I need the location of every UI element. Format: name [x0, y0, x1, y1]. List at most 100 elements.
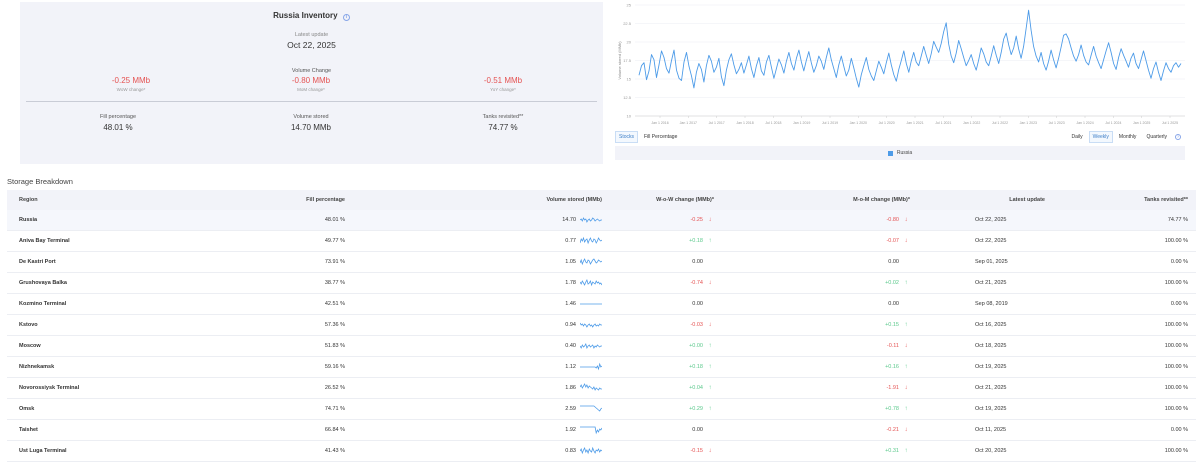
- period-daily[interactable]: Daily: [1071, 134, 1083, 140]
- fill-cell: 66.84 %: [325, 420, 345, 440]
- volume-cell: 0.94: [565, 315, 602, 335]
- header-region[interactable]: Region: [19, 197, 38, 203]
- volume-cell: 0.40: [565, 336, 602, 356]
- sparkline: [580, 446, 602, 455]
- tanks-cell-value: 100.00 %: [1164, 406, 1188, 412]
- volume-change-label: Volume Change: [291, 68, 332, 74]
- tanks-label: Tanks revisited**: [482, 114, 524, 120]
- fill-stat: Fill percentage 48.01 %: [48, 114, 188, 132]
- tab-stocks[interactable]: Stocks: [615, 131, 639, 143]
- latest-update-label: Latest update: [294, 32, 329, 38]
- table-row[interactable]: Aniva Bay Terminal 49.77 % 0.77 +0.18 ↑ -0.07…: [7, 231, 1196, 252]
- wow-cell-value: -0.15: [690, 448, 703, 454]
- arrow-down-icon: ↓: [904, 217, 908, 223]
- tanks-cell: 100.00 %: [1165, 336, 1188, 356]
- fill-cell: 59.16 %: [325, 357, 345, 377]
- table-row[interactable]: Ust Luga Terminal 41.43 % 0.83 -0.15 ↓ +0.31 ↑…: [7, 441, 1196, 462]
- arrow-down-icon: ↓: [708, 322, 712, 328]
- sparkline: [580, 342, 602, 350]
- sparkline-line: [580, 446, 602, 455]
- legend-swatch[interactable]: [887, 150, 893, 156]
- wow-cell: -0.74 ↓: [690, 273, 714, 293]
- sparkline-line: [580, 383, 602, 391]
- help-icon[interactable]: ?: [1175, 134, 1181, 140]
- region-cell: Novorossiysk Terminal: [19, 378, 79, 398]
- mom-cell: +0.31 ↑: [885, 441, 910, 461]
- arrow-up-icon: ↑: [904, 280, 908, 286]
- arrow-up-icon: ↑: [708, 385, 712, 391]
- table-row[interactable]: Moscow 51.83 % 0.40 +0.00 ↑ -0.11 ↓ Oct 18, 202…: [7, 336, 1196, 357]
- legend-label[interactable]: Russia: [896, 150, 913, 156]
- table-row[interactable]: De Kastri Port 73.91 % 1.05 0.00 0.00 Sep 01,…: [7, 252, 1196, 273]
- mom-cell: -0.07 ↓: [886, 231, 910, 251]
- fill-cell-value: 38.77 %: [324, 280, 345, 286]
- table-row[interactable]: Grushovaya Balka 38.77 % 1.78 -0.74 ↓ +0.02 ↑ O…: [7, 273, 1196, 294]
- table-body: Russia 48.01 % 14.70 -0.25 ↓ -0.80 ↓ Oct 22, 20…: [7, 210, 1196, 462]
- tanks-cell: 0.00 %: [1171, 420, 1188, 440]
- sparkline: [580, 236, 602, 245]
- fill-cell: 51.83 %: [325, 336, 345, 356]
- period-quarterly[interactable]: Quarterly: [1146, 134, 1167, 140]
- mom-cell-value: -0.80: [886, 217, 899, 223]
- wow-cell-value: 0.00: [692, 427, 703, 433]
- arrow-up-icon: ↑: [708, 343, 712, 349]
- fill-cell-value: 42.51 %: [324, 301, 345, 307]
- latest-update-cell-value: Oct 21, 2025: [975, 280, 1007, 286]
- period-monthly[interactable]: Monthly: [1118, 134, 1137, 140]
- tanks-cell-value: 0.00 %: [1170, 427, 1188, 433]
- header-volume[interactable]: Volume stored (MMb): [546, 197, 602, 203]
- x-tick-label: Jan 1 2021: [906, 121, 923, 125]
- volume-cell: 1.12: [565, 357, 602, 377]
- fill-cell: 48.01 %: [325, 210, 345, 230]
- arrow-up-icon: ↑: [904, 448, 908, 454]
- line-chart[interactable]: 10 12.5 15 17.5 20 22.5 25 Volume stored (MMb) J…: [613, 0, 1193, 130]
- arrow-down-icon: ↓: [904, 343, 908, 349]
- fill-cell: 73.91 %: [325, 252, 345, 272]
- arrow-up-icon: ↑: [904, 364, 908, 370]
- fill-cell-value: 74.71 %: [324, 406, 345, 412]
- mom-cell-value: -1.91: [886, 385, 899, 391]
- latest-update-cell: Oct 21, 2025: [975, 273, 1007, 293]
- tab-fill-percentage[interactable]: Fill Percentage: [644, 134, 678, 140]
- info-icon[interactable]: i: [342, 14, 350, 21]
- arrow-down-icon: ↓: [708, 217, 712, 223]
- latest-update-cell-value: Sep 08, 2019: [975, 301, 1008, 307]
- arrow-up-icon: ↑: [708, 406, 712, 412]
- region-cell-value: Moscow: [19, 343, 41, 349]
- mom-metric: -0.80 MMb MoM change*: [251, 76, 371, 92]
- wow-cell: 0.00: [692, 294, 714, 314]
- period-weekly[interactable]: Weekly: [1088, 131, 1113, 143]
- table-header: Region Fill percentage Volume stored (MM…: [7, 190, 1196, 210]
- volume-cell-value: 1.12: [565, 364, 576, 370]
- sparkline-line: [580, 342, 602, 350]
- arrow-up-icon: ↑: [708, 238, 712, 244]
- volume-cell-value: 0.94: [565, 322, 576, 328]
- tanks-cell-value: 100.00 %: [1164, 343, 1188, 349]
- region-cell-value: Russia: [19, 217, 38, 223]
- yoy-value: -0.51 MMb: [483, 76, 523, 85]
- header-mom[interactable]: M-o-M change (MMb)*: [853, 197, 910, 203]
- mom-cell: +0.02 ↑: [885, 273, 910, 293]
- x-tick-label: Jul 1 2017: [709, 121, 725, 125]
- table-row[interactable]: Kstovo 57.36 % 0.94 -0.03 ↓ +0.15 ↑ Oct 16, 202…: [7, 315, 1196, 336]
- volume-cell: 1.46: [565, 294, 602, 314]
- fill-cell: 57.36 %: [325, 315, 345, 335]
- table-row[interactable]: Russia 48.01 % 14.70 -0.25 ↓ -0.80 ↓ Oct 22, 20…: [7, 210, 1196, 231]
- table-row[interactable]: Novorossiysk Terminal 26.52 % 1.86 +0.04 ↑ -1…: [7, 378, 1196, 399]
- table-row[interactable]: Taishet 66.84 % 1.92 0.00 -0.21 ↓ Oct 11, 2025…: [7, 420, 1196, 441]
- header-latest-update[interactable]: Latest update: [1009, 197, 1045, 203]
- yoy-metric: -0.51 MMb YoY change*: [443, 76, 563, 92]
- table-row[interactable]: Nizhnekamsk 59.16 % 1.12 +0.18 ↑ +0.16 ↑ Oct 19…: [7, 357, 1196, 378]
- header-tanks[interactable]: Tanks revisited**: [1144, 197, 1188, 203]
- table-row[interactable]: Kozmino Terminal 42.51 % 1.46 0.00 0.00 Sep 0…: [7, 294, 1196, 315]
- x-tick-label: Jul 1 2019: [822, 121, 838, 125]
- wow-cell: +0.18 ↑: [689, 357, 714, 377]
- sparkline: [580, 426, 602, 435]
- latest-update-cell: Oct 19, 2025: [975, 357, 1007, 377]
- tanks-stat: Tanks revisited** 74.77 %: [433, 114, 573, 132]
- sparkline: [580, 258, 602, 266]
- sparkline-line: [580, 278, 602, 287]
- header-wow[interactable]: W-o-W change (MMb)*: [656, 197, 714, 203]
- header-fill[interactable]: Fill percentage: [306, 197, 345, 203]
- table-row[interactable]: Omsk 74.71 % 2.59 +0.29 ↑ +0.78 ↑ Oct 19, 2025 1…: [7, 399, 1196, 420]
